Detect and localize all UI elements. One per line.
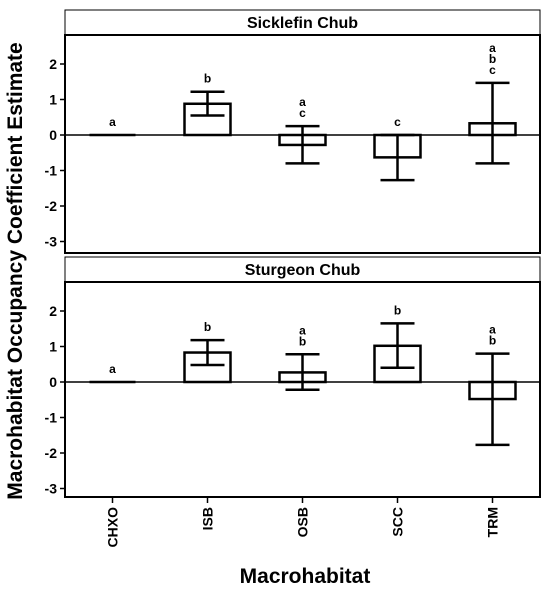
y-tick-label: 0 xyxy=(49,374,57,390)
significance-letter: a xyxy=(299,323,306,337)
y-tick-label: 0 xyxy=(49,127,57,143)
y-tick-label: -1 xyxy=(45,163,58,179)
significance-letter: a xyxy=(109,362,116,376)
x-tick-label: SCC xyxy=(390,507,406,537)
x-tick-label: TRM xyxy=(485,507,501,537)
significance-letter: a xyxy=(489,323,496,337)
panel-strip xyxy=(64,256,541,283)
y-tick-label: 2 xyxy=(49,56,57,72)
panel-frame xyxy=(64,34,541,254)
x-tick-label: OSB xyxy=(295,507,311,537)
significance-letter: b xyxy=(489,334,496,348)
y-tick-label: 1 xyxy=(49,92,57,108)
y-tick-label: -3 xyxy=(45,234,58,250)
significance-letter: b xyxy=(204,72,211,86)
panel-title: Sicklefin Chub xyxy=(247,15,358,32)
significance-letter: c xyxy=(299,106,306,120)
significance-letter: a xyxy=(299,95,306,109)
significance-letter: c xyxy=(489,63,496,77)
y-tick-label: -2 xyxy=(45,198,58,214)
significance-letter: b xyxy=(394,303,401,317)
significance-letter: c xyxy=(394,115,401,129)
y-tick-label: -2 xyxy=(45,445,58,461)
x-axis-title: Macrohabitat xyxy=(240,565,371,588)
x-tick-label: CHXO xyxy=(105,507,121,548)
y-tick-label: -1 xyxy=(45,410,58,426)
panel-title: Sturgeon Chub xyxy=(245,262,361,279)
significance-letter: b xyxy=(489,52,496,66)
panel-strip xyxy=(64,9,541,36)
x-axis: CHXO ISB OSB SCC TRM xyxy=(105,497,501,547)
x-tick-label: ISB xyxy=(200,507,216,530)
y-tick-label: 1 xyxy=(49,339,57,355)
y-axis-title: Macrohabitat Occupancy Coefficient Estim… xyxy=(4,42,27,499)
significance-letter: b xyxy=(204,320,211,334)
y-tick-label: -3 xyxy=(45,481,58,497)
significance-letter: a xyxy=(109,115,116,129)
panels: Sicklefin Chub-3-2-1012abaccabcSturgeon … xyxy=(45,9,541,498)
significance-letter: b xyxy=(299,334,306,348)
y-tick-label: 2 xyxy=(49,303,57,319)
significance-letter: a xyxy=(489,41,496,55)
